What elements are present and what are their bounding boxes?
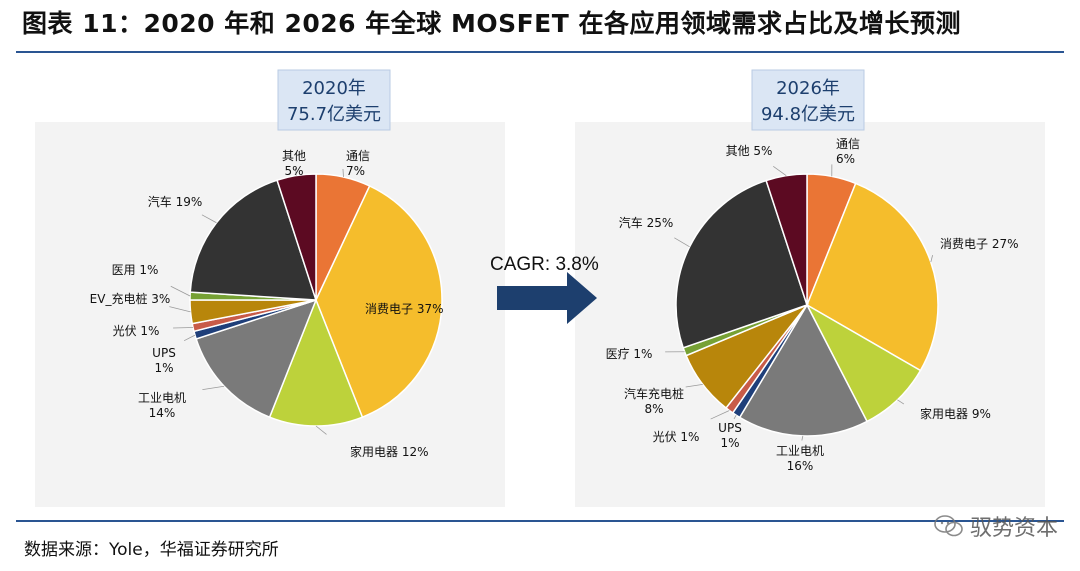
- leader-line-汽车: [674, 237, 690, 248]
- slice-label-汽车: 汽车 19%: [148, 194, 203, 209]
- cagr-label: CAGR: 3.8%: [490, 254, 599, 275]
- slice-label-通信: 通信 7%: [346, 149, 370, 178]
- figure-title: 图表 11：2020 年和 2026 年全球 MOSFET 在各应用领域需求占比…: [22, 9, 962, 38]
- slice-label-工业电机: 工业电机 14%: [138, 391, 186, 420]
- slice-label-其他: 其他 5%: [282, 149, 306, 178]
- slice-label-其他: 其他 5%: [726, 144, 773, 158]
- leader-line-ups: [183, 334, 196, 342]
- leader-line-消费电子: [930, 255, 934, 263]
- year-label-2020: 2020年: [302, 78, 366, 99]
- slice-label-汽车: 汽车 25%: [619, 215, 674, 230]
- slice-label-光伏: 光伏 1%: [113, 324, 160, 338]
- slice-label-医疗: 医疗 1%: [606, 347, 653, 361]
- leader-line-医用: [170, 285, 191, 297]
- header-box-2026: 2026年 94.8亿美元: [751, 69, 865, 131]
- pie-slice-汽车: [189, 179, 318, 301]
- pie-2020: 通信 7% 消费电子 37% 家用电器 12% 工业电机 14% UPS 1% 光伏 1% EV_…: [90, 149, 444, 459]
- slice-label-ups: UPS 1%: [152, 346, 176, 375]
- leader-line-ev-充电桩: [169, 306, 191, 313]
- leader-line-通信: [342, 168, 344, 178]
- pie-slice-家用电器: [268, 297, 364, 427]
- leader-line-ups: [733, 415, 737, 420]
- slice-label-汽车充电桩: 汽车充电桩 8%: [624, 386, 684, 416]
- slice-label-医用: 医用 1%: [112, 263, 159, 277]
- leader-line-工业电机: [801, 435, 804, 441]
- slice-label-消费电子: 消费电子 27%: [940, 237, 1019, 251]
- slice-label-ups: UPS 1%: [718, 421, 742, 450]
- arrow-icon: [497, 272, 597, 324]
- slice-label-家用电器: 家用电器 12%: [350, 444, 429, 459]
- leader-line-家用电器: [897, 399, 905, 405]
- header-box-2020: 2020年 75.7亿美元: [277, 69, 391, 131]
- leader-line-光伏: [173, 327, 194, 329]
- growth-arrow: CAGR: 3.8%: [490, 254, 599, 324]
- slice-label-家用电器: 家用电器 9%: [920, 406, 991, 421]
- leader-line-其他: [773, 165, 787, 176]
- leader-line-光伏: [710, 410, 730, 420]
- slice-label-光伏: 光伏 1%: [653, 430, 700, 444]
- pie-2026: 通信 6% 消费电子 27% 家用电器 9% 工业电机 16% UPS 1% 光伏 1% 汽车充电…: [606, 137, 1019, 473]
- slice-label-消费电子: 消费电子 37%: [365, 302, 444, 316]
- total-label-2026: 94.8亿美元: [761, 104, 855, 125]
- leader-line-其他: [295, 167, 297, 176]
- leader-line-家用电器: [315, 425, 327, 435]
- pie-slice-其他: [276, 173, 317, 301]
- pie-slice-其他: [765, 173, 808, 306]
- title-rule: [16, 51, 1064, 53]
- total-label-2020: 75.7亿美元: [287, 104, 381, 125]
- watermark-text: 驭势资本: [969, 516, 1058, 541]
- leader-line-汽车充电桩: [685, 383, 703, 388]
- slice-label-ev-充电桩: EV_充电桩 3%: [90, 291, 171, 306]
- wechat-icon: [934, 515, 963, 537]
- slice-label-通信: 通信 6%: [836, 137, 860, 166]
- source-rule: [16, 520, 1064, 522]
- pie-slice-汽车: [675, 179, 808, 349]
- leader-line-工业电机: [202, 385, 225, 391]
- leader-line-汽车: [201, 214, 217, 224]
- slice-label-工业电机: 工业电机 16%: [776, 444, 824, 473]
- pie-slice-消费电子: [315, 184, 443, 419]
- watermark: 驭势资本: [934, 510, 1058, 542]
- year-label-2026: 2026年: [776, 78, 840, 99]
- source-note: 数据来源：Yole，华福证券研究所: [24, 540, 279, 560]
